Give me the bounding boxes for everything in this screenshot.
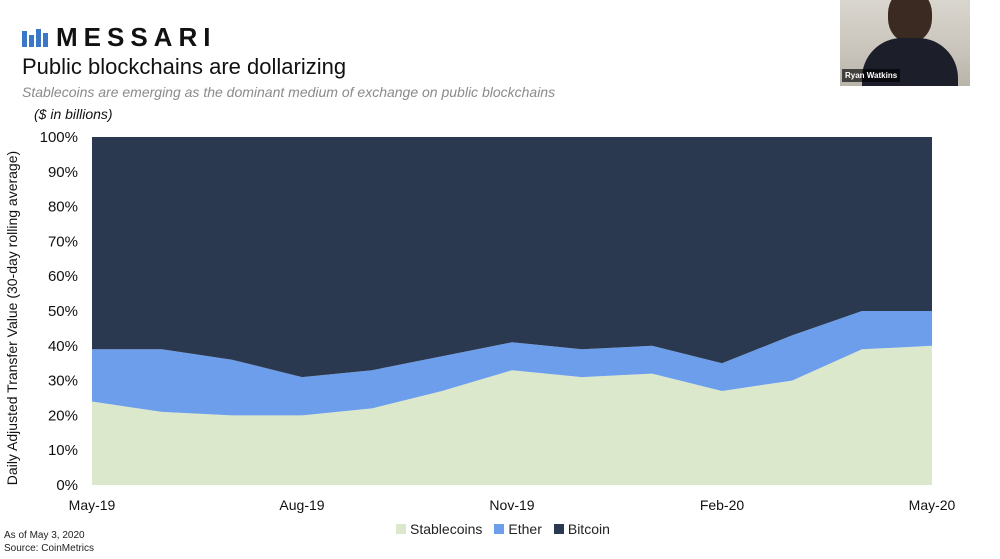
x-tick-label: Nov-19	[489, 497, 534, 513]
chart-legend: Stablecoins Ether Bitcoin	[396, 521, 622, 537]
legend-label-ether: Ether	[508, 521, 542, 537]
y-tick-label: 60%	[48, 268, 78, 285]
legend-item-ether: Ether	[494, 521, 542, 537]
y-axis-label: Daily Adjusted Transfer Value (30-day ro…	[4, 150, 20, 486]
legend-label-bitcoin: Bitcoin	[567, 521, 610, 537]
y-tick-label: 40%	[48, 338, 78, 355]
footnote-source: Source: CoinMetrics	[4, 543, 95, 554]
participant-head	[888, 0, 932, 42]
legend-item-stablecoins: Stablecoins	[396, 521, 482, 537]
page-title: Public blockchains are dollarizing	[22, 54, 347, 79]
participant-name: Ryan Watkins	[842, 69, 901, 82]
y-tick-label: 70%	[48, 233, 78, 250]
legend-swatch-ether	[494, 524, 505, 534]
x-tick-label: May-20	[909, 497, 956, 513]
brand: MESSARI	[22, 22, 216, 53]
y-tick-label: 20%	[48, 407, 78, 424]
unit-note: ($ in billions)	[34, 106, 113, 122]
y-tick-label: 30%	[48, 373, 78, 390]
page-subtitle: Stablecoins are emerging as the dominant…	[22, 84, 556, 100]
footnote-date: As of May 3, 2020	[4, 530, 85, 541]
area-ether	[92, 311, 932, 416]
y-tick-label: 80%	[48, 199, 78, 216]
legend-label-stablecoins: Stablecoins	[410, 521, 483, 537]
y-tick-label: 50%	[48, 303, 78, 320]
legend-item-bitcoin: Bitcoin	[553, 521, 610, 537]
messari-logo-icon	[22, 28, 48, 47]
x-tick-label: Aug-19	[279, 497, 324, 513]
area-bitcoin	[92, 137, 932, 378]
x-tick-label: May-19	[69, 497, 116, 513]
x-tick-label: Feb-20	[700, 497, 745, 513]
legend-swatch-bitcoin	[553, 524, 564, 534]
brand-wordmark: MESSARI	[56, 22, 217, 52]
y-tick-label: 10%	[48, 442, 78, 459]
legend-swatch-stablecoins	[396, 524, 406, 534]
area-stablecoins	[92, 345, 932, 485]
y-tick-label: 100%	[40, 129, 78, 146]
y-tick-label: 0%	[56, 477, 78, 494]
webcam-tile: Ryan Watkins	[840, 0, 970, 86]
y-tick-label: 90%	[48, 164, 78, 181]
